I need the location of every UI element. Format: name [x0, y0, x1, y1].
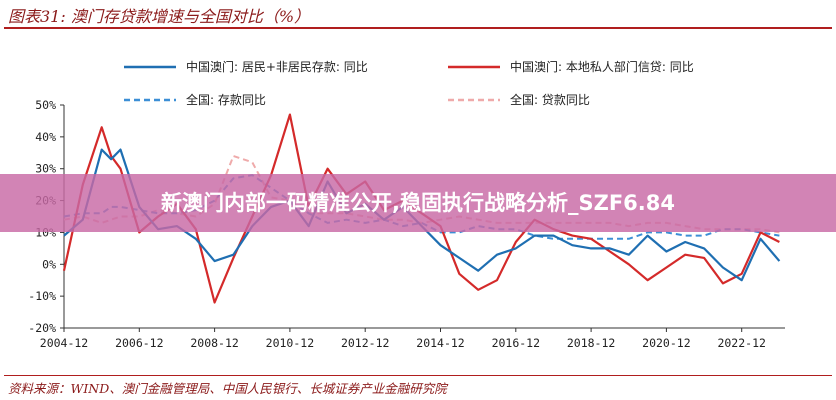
title-divider	[4, 27, 832, 29]
legend-label: 中国澳门: 本地私人部门信贷: 同比	[510, 59, 694, 74]
y-tick-label: 30%	[35, 162, 56, 176]
y-tick-label: 50%	[35, 98, 56, 112]
x-tick-label: 2020-12	[642, 336, 690, 350]
x-tick-label: 2010-12	[266, 336, 314, 350]
y-tick-label: -10%	[28, 289, 56, 303]
x-tick-label: 2014-12	[416, 336, 464, 350]
y-tick-label: 40%	[35, 130, 56, 144]
y-tick-label: -20%	[28, 321, 56, 335]
overlay-banner[interactable]	[0, 174, 836, 232]
x-tick-label: 2012-12	[341, 336, 389, 350]
x-tick-label: 2016-12	[492, 336, 540, 350]
legend-label: 中国澳门: 居民+非居民存款: 同比	[186, 59, 368, 74]
source-note: 资料来源：WIND、澳门金融管理局、中国人民银行、长城证券产业金融研究院	[8, 381, 447, 396]
x-tick-label: 2022-12	[717, 336, 765, 350]
legend-label: 全国: 存款同比	[186, 92, 266, 107]
legend-label: 全国: 贷款同比	[510, 92, 590, 107]
x-tick-label: 2018-12	[567, 336, 615, 350]
x-tick-label: 2004-12	[40, 336, 88, 350]
y-tick-label: 0%	[42, 257, 56, 271]
figure-title: 图表31: 澳门存贷款增速与全国对比（%）	[8, 7, 311, 26]
source-divider	[4, 375, 832, 376]
chart-legend: 中国澳门: 居民+非居民存款: 同比 中国澳门: 本地私人部门信贷: 同比全国: …	[124, 59, 694, 107]
x-tick-label: 2006-12	[115, 336, 163, 350]
overlay-banner-text[interactable]: 新澳门内部一码精准公开,稳固执行战略分析_SZF6.84	[161, 191, 675, 215]
x-tick-label: 2008-12	[190, 336, 238, 350]
x-axis: 2004-12 2006-12 2008-12 2010-12 2012-12 2014-…	[40, 327, 785, 350]
